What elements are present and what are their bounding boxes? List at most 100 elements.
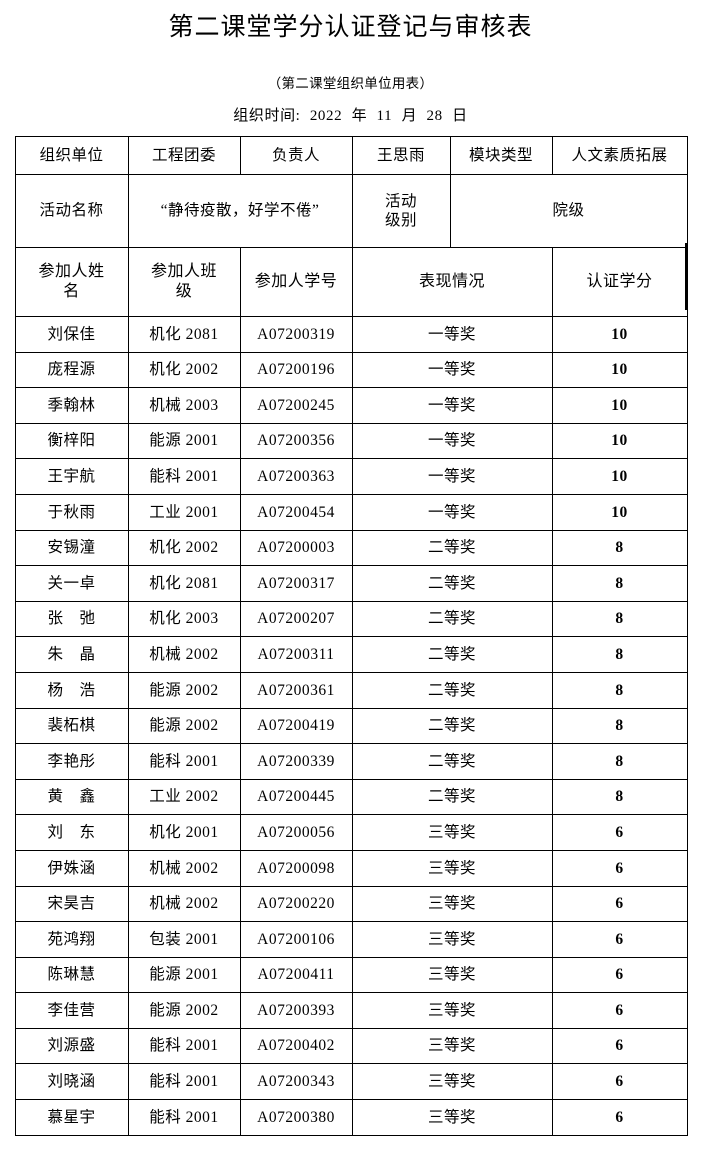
column-header-class: 参加人班 级 [127, 247, 241, 317]
cell-performance: 三等奖 [351, 1027, 553, 1065]
cell-participant-name: 刘保佳 [14, 316, 129, 353]
cell-participant-id: A07200361 [239, 671, 353, 709]
column-header-performance: 表现情况 [351, 247, 553, 317]
cell-participant-id: A07200402 [239, 1027, 353, 1065]
activity-level-label-line2: 级别 [384, 212, 417, 229]
table-row: 于秋雨 工业 2001 A07200454 一等奖 10 [14, 493, 688, 531]
cell-credit: 6 [551, 814, 688, 851]
cell-participant-name: 衡梓阳 [14, 422, 129, 460]
page-subtitle: （第二课堂组织单位用表） [267, 76, 434, 91]
column-header-name-line1: 参加人姓 [38, 263, 105, 280]
table-row: 张 弛机化 2003 A07200207 二等奖 8 [14, 600, 688, 638]
cell-performance: 二等奖 [351, 600, 553, 638]
module-type-value: 人文素质拓展 [551, 136, 688, 175]
cell-performance: 三等奖 [351, 921, 553, 958]
cell-participant-id: A07200245 [239, 387, 353, 424]
table-row: 关一卓 机化 2081 A07200317 二等奖 8 [14, 565, 688, 602]
cell-participant-id: A07200056 [239, 814, 353, 851]
table-row: 杨 浩能源 2002 A07200361 二等奖 8 [14, 671, 688, 709]
table-row: 衡梓阳 能源 2001 A07200356 一等奖 10 [14, 422, 688, 460]
cell-participant-id: A07200393 [239, 992, 353, 1029]
meta-row-activity: 活动名称 “静待疫散，好学不倦” 活动 级别 院级 [14, 174, 688, 248]
cell-performance: 二等奖 [351, 636, 553, 673]
cell-performance: 三等奖 [351, 956, 553, 994]
table-row: 苑鸿翔 包装 2001 A07200106 三等奖 6 [14, 921, 688, 958]
cell-participant-id: A07200411 [239, 956, 353, 994]
cell-participant-id: A07200445 [239, 778, 353, 816]
cell-participant-class: 机化 2002 [127, 351, 241, 389]
organize-date-line: 组织时间: 2022 年 11 月 28 日 [0, 92, 701, 125]
cell-participant-class: 能源 2001 [127, 422, 241, 460]
cell-credit: 10 [551, 387, 688, 424]
cell-participant-name: 裴柘棋 [14, 707, 129, 745]
cell-performance: 三等奖 [351, 1063, 553, 1101]
cell-performance: 三等奖 [351, 814, 553, 851]
org-unit-value: 工程团委 [127, 136, 241, 175]
cell-participant-class: 机化 2001 [127, 814, 241, 851]
meta-row-organization: 组织单位 工程团委 负责人 王思雨 模块类型 人文素质拓展 [14, 136, 688, 175]
cell-participant-id: A07200419 [239, 707, 353, 745]
cell-credit: 8 [551, 778, 688, 816]
table-row: 庞程源 机化 2002 A07200196 一等奖 10 [14, 351, 688, 389]
cell-participant-class: 工业 2002 [127, 778, 241, 816]
table-body: 组织单位 工程团委 负责人 王思雨 模块类型 人文素质拓展 活动名称 “静待疫散… [14, 136, 688, 1136]
cell-performance: 二等奖 [351, 529, 553, 567]
cell-participant-id: A07200311 [239, 636, 353, 673]
table-row: 李艳彤 能科 2001 A07200339 二等奖 8 [14, 743, 688, 780]
table-row: 王宇航 能科 2001 A07200363 一等奖 10 [14, 458, 688, 495]
cell-participant-class: 机械 2002 [127, 636, 241, 673]
cell-participant-class: 工业 2001 [127, 493, 241, 531]
column-header-name-line2: 名 [63, 283, 80, 300]
cell-performance: 一等奖 [351, 316, 553, 353]
organize-date-month-unit: 月 [401, 108, 418, 124]
cell-participant-class: 机化 2003 [127, 600, 241, 638]
cell-participant-name: 关一卓 [14, 565, 129, 602]
table-row: 朱 晶机械 2002 A07200311 二等奖 8 [14, 636, 688, 673]
cell-participant-id: A07200003 [239, 529, 353, 567]
column-header-class-line2: 级 [175, 283, 193, 300]
org-unit-label: 组织单位 [14, 136, 129, 175]
cell-participant-name: 朱 晶 [14, 636, 129, 673]
leader-label: 负责人 [239, 136, 353, 175]
module-type-label: 模块类型 [449, 136, 553, 175]
cell-participant-id: A07200356 [239, 422, 353, 460]
cell-participant-class: 能源 2002 [127, 992, 241, 1029]
cell-credit: 8 [551, 743, 688, 780]
organize-date-month: 11 [376, 108, 393, 124]
cell-credit: 6 [551, 921, 688, 958]
cell-participant-name: 杨 浩 [14, 671, 129, 709]
cell-performance: 一等奖 [351, 458, 553, 495]
cell-participant-name: 宋昊吉 [14, 885, 129, 923]
table-row: 慕星宇 能科 2001 A07200380 三等奖 6 [14, 1099, 688, 1136]
cell-credit: 8 [551, 636, 688, 673]
cell-performance: 一等奖 [351, 387, 553, 424]
table-row: 刘晓涵 能科 2001 A07200343 三等奖 6 [14, 1063, 688, 1101]
cell-participant-class: 能科 2001 [127, 1063, 241, 1101]
cell-participant-id: A07200098 [239, 849, 353, 887]
table-row: 李佳营 能源 2002 A07200393 三等奖 6 [14, 992, 688, 1029]
cell-participant-class: 能源 2002 [127, 707, 241, 745]
cell-participant-class: 机化 2081 [127, 565, 241, 602]
cell-participant-name: 刘 东 [14, 814, 129, 851]
cell-credit: 6 [551, 1099, 688, 1136]
activity-name-label: 活动名称 [14, 174, 129, 248]
cell-participant-name: 慕星宇 [14, 1099, 129, 1136]
cell-credit: 6 [551, 1063, 688, 1101]
registration-table: 组织单位 工程团委 负责人 王思雨 模块类型 人文素质拓展 活动名称 “静待疫散… [14, 136, 688, 1136]
organize-date-day-unit: 日 [452, 108, 468, 124]
cell-credit: 8 [551, 600, 688, 638]
cell-participant-name: 刘源盛 [14, 1027, 129, 1065]
cell-credit: 6 [551, 1027, 688, 1065]
cell-participant-name: 苑鸿翔 [14, 921, 129, 958]
cell-participant-class: 机械 2002 [127, 849, 241, 887]
cell-participant-class: 机化 2081 [127, 316, 241, 353]
table-row: 季翰林 机械 2003 A07200245 一等奖 10 [14, 387, 688, 424]
activity-level-value: 院级 [449, 174, 688, 248]
table-row: 刘源盛 能科 2001 A07200402 三等奖 6 [14, 1027, 688, 1065]
organize-date-year-unit: 年 [351, 108, 368, 124]
cell-participant-name: 李艳彤 [14, 743, 129, 780]
cell-performance: 一等奖 [351, 493, 553, 531]
cell-credit: 10 [551, 422, 688, 460]
cell-participant-id: A07200207 [239, 600, 353, 638]
table-row: 安锡潼 机化 2002 A07200003 二等奖 8 [14, 529, 688, 567]
